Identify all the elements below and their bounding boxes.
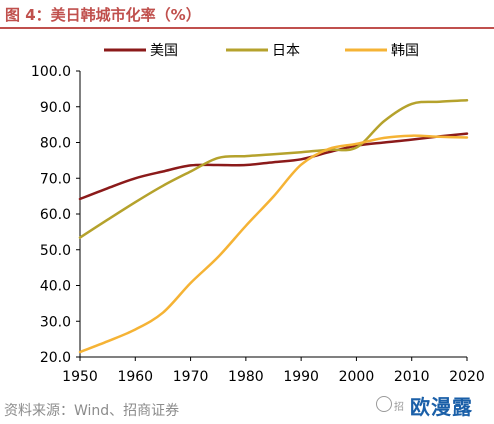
axes: 20.0 30.0 40.0 50.0 60.0 70.0 80.0 90.0 100.0 195… — [31, 64, 485, 385]
y-tick-label: 70.0 — [40, 171, 71, 187]
y-tick-label: 40.0 — [40, 279, 71, 295]
x-tick-label: 1980 — [228, 369, 264, 385]
series-group — [78, 99, 469, 354]
wechat-icon — [376, 396, 392, 412]
watermark-small-text: 招 — [394, 402, 404, 413]
legend: 美国 日本 韩国 — [104, 43, 419, 59]
watermark-logo: 欧漫露 — [410, 395, 473, 419]
y-tick-label: 60.0 — [40, 207, 71, 223]
legend-label-2: 日本 — [272, 43, 300, 59]
series-line-3 — [78, 134, 469, 354]
urbanization-line-chart: 美国 日本 韩国 20.0 30.0 40.0 50.0 60.0 70.0 80.0 90.0 1… — [31, 43, 485, 385]
y-tick-label: 80.0 — [40, 136, 71, 152]
x-tick-label: 1970 — [173, 369, 209, 385]
y-tick-label: 100.0 — [31, 64, 71, 80]
x-tick-label: 1990 — [283, 369, 319, 385]
legend-label-3: 韩国 — [391, 43, 419, 59]
y-tick-label: 20.0 — [40, 350, 71, 366]
y-tick-label: 50.0 — [40, 243, 71, 259]
x-tick-label: 1960 — [117, 369, 153, 385]
x-tick-label: 2010 — [394, 369, 430, 385]
title-rule — [0, 27, 494, 29]
source-note: 资料来源：Wind、招商证券 — [4, 403, 180, 419]
series-line-1 — [78, 132, 469, 201]
legend-label-1: 美国 — [150, 43, 178, 59]
series-line-2 — [78, 99, 469, 239]
y-tick-label: 30.0 — [40, 314, 71, 330]
x-tick-label: 2020 — [449, 369, 485, 385]
x-tick-label: 1950 — [62, 369, 98, 385]
x-tick-label: 2000 — [339, 369, 375, 385]
y-tick-label: 90.0 — [40, 100, 71, 116]
figure-title: 图 4：美日韩城市化率（%） — [5, 6, 201, 24]
